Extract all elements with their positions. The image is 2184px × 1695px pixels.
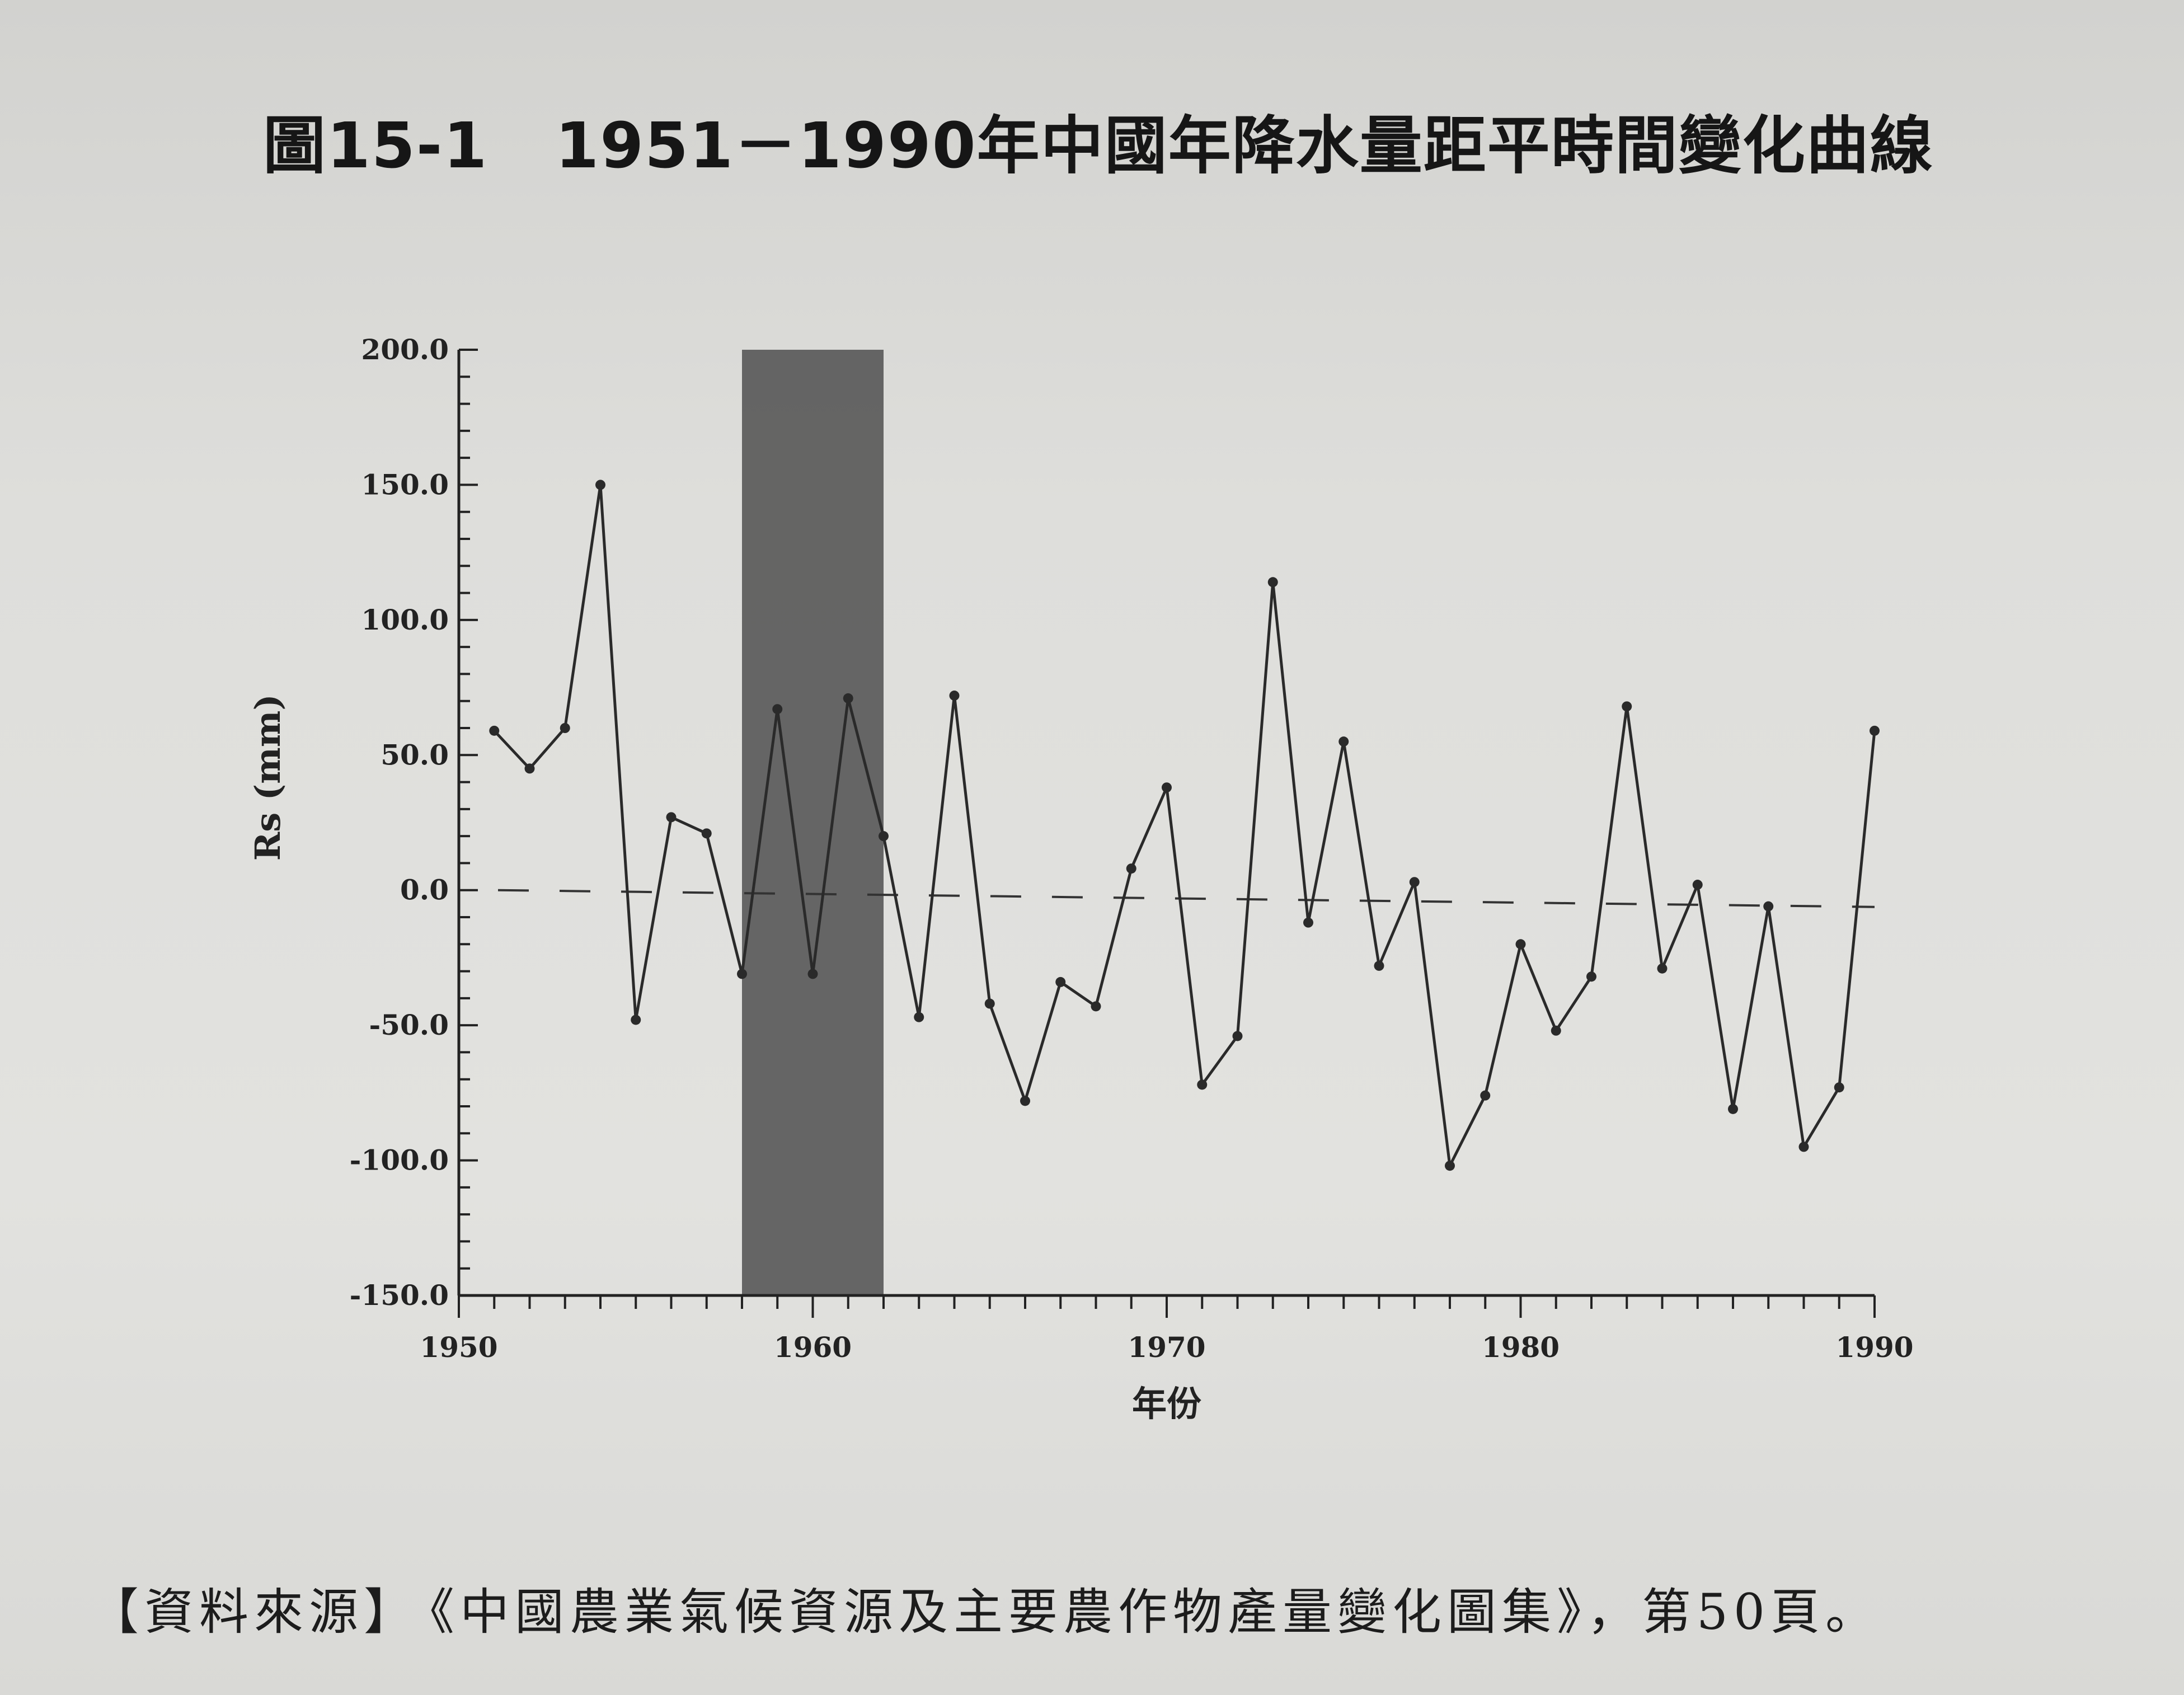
y-tick-label: 150.0 xyxy=(361,468,449,501)
data-point xyxy=(1197,1079,1208,1090)
data-point xyxy=(1657,963,1668,974)
data-point xyxy=(1622,701,1632,712)
data-point xyxy=(843,693,853,703)
data-point xyxy=(560,723,570,733)
data-point xyxy=(1338,736,1349,747)
shaded-band-layer xyxy=(742,350,884,1295)
reference-line-layer xyxy=(497,889,1875,908)
data-point xyxy=(772,704,783,715)
source-text: 《中國農業氣候資源及主要農作物產量變化圖集》，第50頁。 xyxy=(430,1583,1880,1641)
y-axis-title: Rs (mm) xyxy=(247,694,288,861)
y-tick-label: -50.0 xyxy=(369,1008,449,1041)
data-point xyxy=(1763,901,1774,912)
data-point xyxy=(1020,1096,1030,1106)
data-point xyxy=(666,812,677,823)
data-point xyxy=(1515,939,1526,950)
data-point xyxy=(1445,1161,1455,1171)
data-point xyxy=(1692,880,1703,890)
source-citation: 【資料來源】 《中國農業氣候資源及主要農作物產量變化圖集》，第50頁。 xyxy=(90,1572,1880,1644)
data-point xyxy=(914,1012,924,1022)
x-tick-label: 1970 xyxy=(1128,1331,1205,1364)
y-tick-label: 0.0 xyxy=(400,874,449,907)
data-point xyxy=(1870,725,1880,736)
source-label: 【資料來源】 xyxy=(90,1583,419,1641)
data-point xyxy=(1798,1142,1809,1152)
data-point xyxy=(1551,1025,1561,1036)
x-tick-label: 1990 xyxy=(1835,1331,1913,1364)
x-axis-title: 年份 xyxy=(1132,1383,1201,1424)
data-point xyxy=(807,969,818,979)
data-point xyxy=(949,691,960,701)
y-tick-label: -150.0 xyxy=(350,1279,449,1312)
data-point xyxy=(1586,971,1596,982)
data-point xyxy=(1126,863,1136,874)
data-point xyxy=(737,969,747,979)
data-point xyxy=(631,1015,641,1025)
x-tick-label: 1980 xyxy=(1482,1331,1560,1364)
data-point xyxy=(1409,877,1420,888)
data-point xyxy=(489,725,500,736)
data-point xyxy=(1303,917,1313,928)
x-tick-label: 1960 xyxy=(774,1331,852,1364)
series-layer xyxy=(489,480,1880,1171)
data-point xyxy=(1055,976,1066,987)
data-point xyxy=(1728,1104,1738,1114)
data-point xyxy=(1091,1001,1101,1012)
data-point xyxy=(1374,960,1384,971)
figure-title: 圖15-1 1951－1990年中國年降水量距平時間變化曲線 xyxy=(263,95,1934,186)
data-point xyxy=(595,480,605,490)
data-point xyxy=(879,831,889,842)
data-point xyxy=(701,828,712,839)
figure-title-text: 1951－1990年中國年降水量距平時間變化曲線 xyxy=(555,110,1934,182)
y-tick-label: -100.0 xyxy=(350,1144,449,1177)
data-point xyxy=(1162,782,1172,793)
data-point xyxy=(1834,1082,1844,1093)
y-tick-label: 100.0 xyxy=(361,603,449,636)
data-point xyxy=(1480,1090,1491,1101)
x-tick-label: 1950 xyxy=(420,1331,497,1364)
data-point xyxy=(1267,577,1278,588)
shaded-band xyxy=(742,350,884,1295)
data-point xyxy=(1232,1031,1243,1041)
figure-number: 圖15-1 xyxy=(263,110,489,182)
y-tick-label: 50.0 xyxy=(381,738,449,771)
series-line xyxy=(493,483,1876,1167)
y-tick-label: 200.0 xyxy=(361,333,449,366)
data-point xyxy=(524,763,535,774)
zero-reference-line xyxy=(497,889,1875,908)
data-point xyxy=(984,998,995,1009)
label-layer: 年份 Rs (mm) xyxy=(247,694,1201,1424)
axes-layer: 200.0 150.0 100.0 50.0 0.0 -50.0 -100.0 -150.0 1… xyxy=(350,333,1914,1364)
